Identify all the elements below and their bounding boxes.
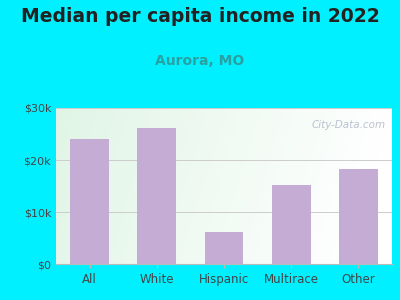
Bar <box>272 185 311 264</box>
Text: Aurora, MO: Aurora, MO <box>155 54 245 68</box>
Bar <box>339 169 378 264</box>
Bar <box>137 128 176 264</box>
Bar <box>204 232 244 264</box>
Bar <box>70 139 109 264</box>
Text: Median per capita income in 2022: Median per capita income in 2022 <box>21 8 379 26</box>
Text: City-Data.com: City-Data.com <box>311 121 385 130</box>
